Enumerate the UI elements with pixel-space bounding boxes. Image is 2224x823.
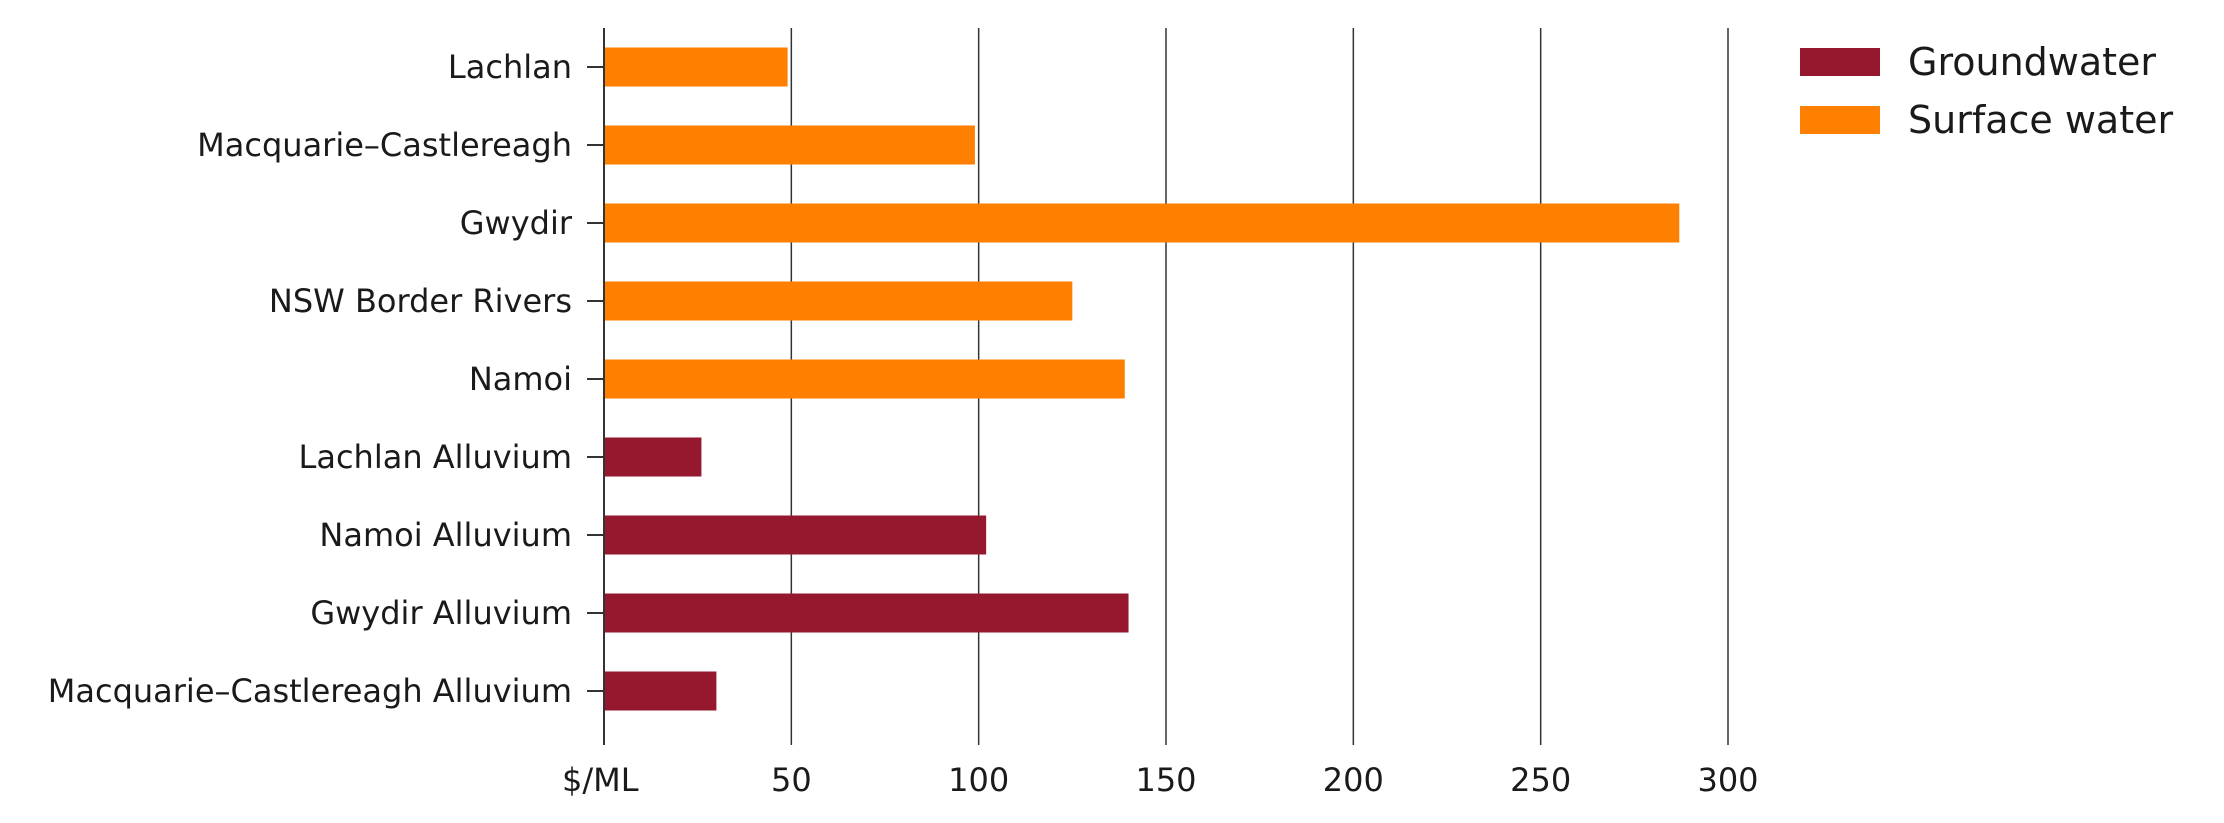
x-tick-labels: $/ML 50 100 150 200 250 300 [562,761,1759,799]
x-tick-label: 200 [1323,761,1384,799]
bar-lachlan [604,47,788,87]
category-label: Macquarie–Castlereagh Alluvium [48,672,572,710]
bar-nsw-border-rivers [604,281,1073,321]
y-axis [587,28,605,745]
bar-namoi-alluvium [604,515,987,555]
bar-namoi [604,359,1125,399]
bar-gwydir-alluvium [604,593,1129,633]
bar-macquarie-castlereagh-alluvium [604,671,717,711]
legend-swatch [1800,48,1880,76]
legend: Groundwater Surface water [1800,40,2173,142]
category-label: Namoi Alluvium [319,516,572,554]
x-tick-label: 100 [948,761,1009,799]
category-label: Macquarie–Castlereagh [197,126,572,164]
x-tick-label: $/ML [562,761,639,799]
category-label: Lachlan [448,48,572,86]
bar-gwydir [604,203,1680,243]
category-label: Gwydir [460,204,573,242]
legend-label: Groundwater [1908,40,2156,84]
category-labels: Lachlan Macquarie–Castlereagh Gwydir NSW Bo… [48,48,573,710]
category-label: Namoi [469,360,572,398]
x-tick-label: 150 [1135,761,1196,799]
bar-macquarie-castlereagh [604,125,975,165]
legend-swatch [1800,106,1880,134]
category-label: Gwydir Alluvium [310,594,572,632]
bar-lachlan-alluvium [604,437,702,477]
category-label: Lachlan Alluvium [299,438,573,476]
x-tick-label: 250 [1510,761,1571,799]
x-tick-label: 50 [771,761,812,799]
legend-label: Surface water [1908,98,2173,142]
category-label: NSW Border Rivers [269,282,572,320]
x-tick-label: 300 [1697,761,1758,799]
bars [604,47,1680,711]
